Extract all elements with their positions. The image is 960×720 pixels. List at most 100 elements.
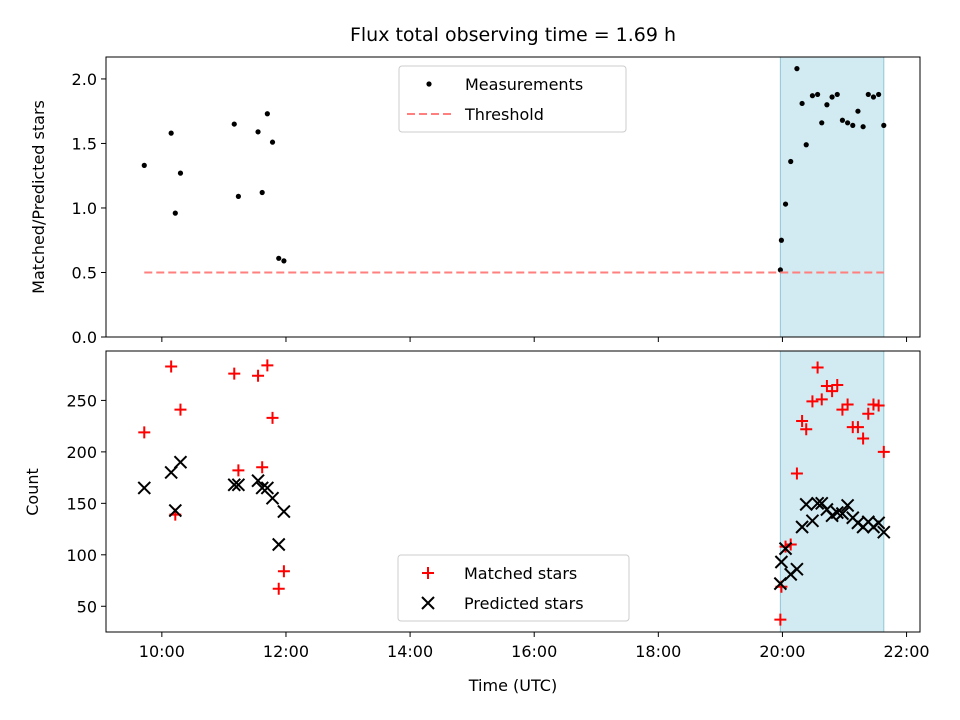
matched-stars-point: [165, 360, 178, 373]
predicted-stars-point: [810, 496, 825, 511]
measurements-point: [172, 210, 178, 216]
measurements-point: [855, 108, 861, 114]
measurements-point: [829, 94, 835, 100]
measurements-point: [777, 267, 783, 273]
measurements-point: [281, 258, 287, 264]
predicted-stars-point: [774, 555, 789, 569]
predicted-stars-point: [272, 537, 286, 552]
matched-stars-point: [796, 414, 809, 427]
measurements-point: [815, 91, 821, 98]
measurements-point: [844, 120, 851, 126]
measurements-point: [778, 237, 785, 243]
predicted-stars-point: [778, 541, 793, 556]
measurements-point: [881, 122, 887, 128]
measurements-point: [276, 255, 282, 261]
matched-stars-point: [872, 399, 885, 412]
matched-stars-point: [779, 540, 792, 553]
measurements-point: [824, 102, 830, 108]
count-x-axis-label: Time (UTC): [468, 676, 557, 695]
count-legend: Matched stars Predicted stars: [397, 554, 630, 622]
measurements-point: [865, 91, 871, 98]
predicted-stars-point: [168, 503, 183, 518]
matched-stars-point: [862, 407, 875, 420]
measurements-point: [834, 91, 840, 98]
predicted-stars-point: [173, 455, 188, 469]
ratio-panel: 0.00.51.01.52.0 Matched/Predicted stars …: [29, 56, 921, 347]
count-x-tick-label: 10:00: [139, 642, 185, 661]
measurements-point: [255, 129, 261, 135]
matched-stars-point: [277, 565, 290, 578]
predicted-stars-point: [840, 498, 855, 513]
matched-stars-point: [836, 403, 849, 416]
matched-stars-point: [228, 367, 241, 380]
matched-stars-point: [806, 395, 819, 408]
predicted-stars-point: [255, 481, 269, 495]
count-y-tick-label: 150: [66, 494, 97, 513]
predicted-stars-point: [260, 481, 275, 495]
measurements-point: [264, 111, 270, 117]
measurements-point: [259, 189, 265, 196]
count-x-tick-label: 20:00: [759, 642, 805, 661]
count-y-tick-label: 200: [66, 443, 97, 462]
measurements-point: [782, 201, 789, 207]
ratio-panel-frame: [105, 56, 921, 338]
matched-stars-point: [820, 379, 833, 392]
count-x-tick-label: 16:00: [511, 642, 557, 661]
count-panel: 50 100 150 200 250 10:00 12:00 14:00 16:00 18:00 2…: [23, 350, 930, 695]
matched-stars-point: [252, 369, 265, 382]
ratio-y-tick-label: 1.5: [72, 134, 97, 153]
matched-stars-point: [790, 467, 803, 480]
ratio-y-tick-label: 1.0: [72, 199, 97, 218]
measurements-point: [231, 121, 237, 127]
legend-measurements-label: Measurements: [465, 75, 583, 94]
count-y-tick-label: 100: [66, 546, 97, 565]
matched-stars-point: [272, 582, 285, 595]
legend-predicted-label: Predicted stars: [464, 594, 584, 613]
legend-measurements-marker: [426, 81, 432, 87]
ratio-y-tick-label: 2.0: [72, 70, 97, 89]
matched-stars-point: [841, 398, 854, 411]
count-x-tick-label: 12:00: [263, 642, 309, 661]
measurements-point: [269, 139, 276, 145]
matched-stars-point: [857, 432, 870, 445]
matched-stars-point: [815, 393, 828, 406]
count-x-tick-label: 14:00: [387, 642, 433, 661]
ratio-y-tick-label: 0.5: [72, 263, 97, 282]
matched-stars-point: [831, 378, 844, 391]
predicted-stars-point: [137, 481, 151, 495]
predicted-stars-point: [835, 506, 850, 521]
matched-stars-point: [138, 426, 151, 439]
predicted-stars-point: [227, 478, 241, 492]
predicted-stars-point: [790, 562, 804, 576]
predicted-stars-point: [871, 516, 886, 530]
matched-stars-point: [261, 359, 274, 372]
predicted-stars-point: [877, 525, 891, 539]
matched-stars-point: [232, 464, 245, 477]
legend-matched-label: Matched stars: [464, 564, 577, 583]
measurements-point: [794, 66, 800, 72]
matched-stars-point: [800, 423, 813, 436]
predicted-stars-point: [277, 504, 291, 519]
ratio-shaded-span: [779, 56, 885, 338]
predicted-stars-point: [795, 520, 809, 534]
predicted-stars-point: [265, 491, 280, 505]
predicted-stars-point: [830, 505, 844, 520]
matched-stars-point: [826, 385, 839, 398]
legend-threshold-label: Threshold: [464, 105, 544, 124]
matched-stars-point: [851, 421, 864, 434]
matched-stars-point: [256, 461, 269, 474]
matched-stars-point: [774, 613, 787, 626]
matched-stars-point: [877, 445, 890, 458]
count-y-tick-label: 250: [66, 391, 97, 410]
measurements-point: [876, 91, 882, 98]
count-shaded-span: [779, 350, 885, 633]
count-panel-frame: [105, 350, 921, 633]
measurements-point: [809, 93, 816, 99]
count-x-tick-label: 22:00: [883, 642, 929, 661]
matched-stars-point: [811, 361, 824, 374]
measurements-point: [860, 124, 866, 130]
measurements-point: [803, 142, 809, 148]
measurements-point: [850, 122, 856, 128]
matched-stars-point: [174, 403, 187, 416]
